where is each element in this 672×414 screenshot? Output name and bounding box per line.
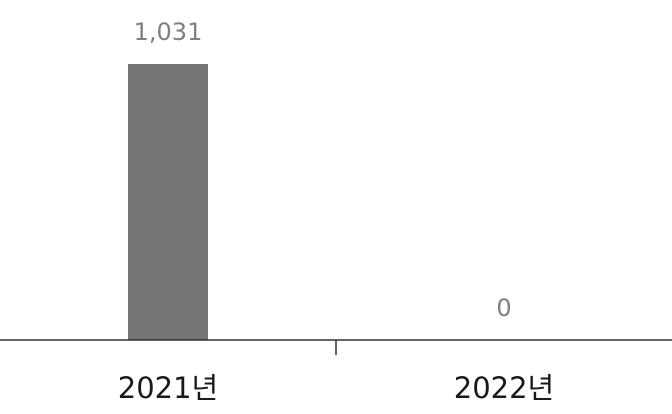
data-label-1: 0 xyxy=(496,294,511,322)
x-tick-labels-group: 2021년 2022년 xyxy=(118,371,554,405)
bar-0 xyxy=(128,64,208,340)
data-labels-group: 1,031 0 xyxy=(134,18,512,322)
x-tick-label-1: 2022년 xyxy=(454,371,554,405)
x-tick-label-0: 2021년 xyxy=(118,371,218,405)
bars-group xyxy=(128,64,208,340)
data-label-0: 1,031 xyxy=(134,18,203,46)
